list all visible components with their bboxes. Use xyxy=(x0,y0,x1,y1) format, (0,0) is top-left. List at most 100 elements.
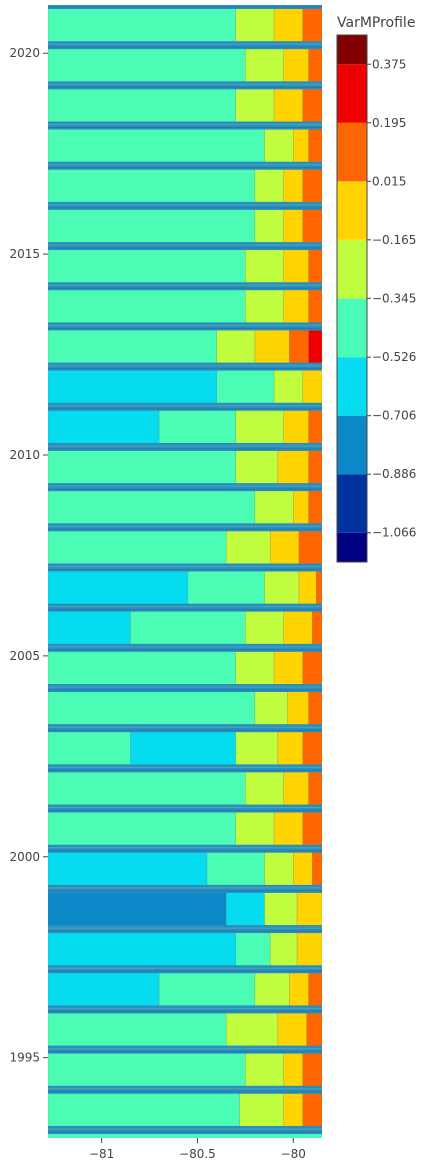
contour-region xyxy=(293,125,309,166)
y-axis: 1995 2000 2005 2010 2015 2020 xyxy=(9,46,48,1065)
contour-region xyxy=(225,527,271,568)
contour-region xyxy=(283,1049,304,1090)
colorbar-swatch xyxy=(337,181,367,240)
contour-region xyxy=(235,5,275,46)
colorbar-swatch xyxy=(337,239,367,299)
contour-region xyxy=(302,205,322,247)
gap-band xyxy=(48,242,322,251)
colorbar-swatch xyxy=(337,532,367,562)
contour-region xyxy=(206,848,265,890)
contour-region xyxy=(293,486,309,528)
gap-band xyxy=(48,442,322,451)
contour-region xyxy=(277,727,304,769)
y-tick-label: 1995 xyxy=(9,1051,40,1065)
colorbar-swatch xyxy=(337,298,367,358)
colorbar-swatch xyxy=(337,357,367,416)
contour-region xyxy=(254,486,294,528)
gap-band xyxy=(48,121,322,130)
contour-region xyxy=(289,326,309,367)
gap-band xyxy=(48,41,322,50)
contour-region xyxy=(308,406,322,448)
contour-region xyxy=(264,125,294,166)
contour-region xyxy=(277,446,309,488)
contour-region xyxy=(48,848,208,890)
contour-region xyxy=(187,567,265,608)
colorbar-tick-label: −0.526 xyxy=(372,350,416,364)
contour-region xyxy=(48,1049,246,1090)
contour-region xyxy=(273,647,304,689)
colorbar-tick-label: −1.066 xyxy=(372,526,416,540)
contour-region xyxy=(48,286,246,327)
contour-region xyxy=(283,44,309,86)
colorbar-swatch xyxy=(337,64,367,123)
contour-region xyxy=(48,446,236,488)
gap-band xyxy=(48,81,322,90)
contour-plot-area[interactable] xyxy=(48,1,322,1134)
contour-region xyxy=(235,647,275,689)
contour-region xyxy=(254,165,284,207)
contour-region xyxy=(283,245,309,287)
gap-band xyxy=(48,161,322,170)
colorbar-title: VarMProfile xyxy=(337,15,415,31)
gap-band xyxy=(48,884,322,893)
gap-band xyxy=(48,1045,322,1054)
contour-region xyxy=(48,326,217,367)
contour-region xyxy=(130,727,236,769)
contour-region xyxy=(308,768,322,809)
contour-region xyxy=(225,1009,279,1050)
x-tick-label: −80 xyxy=(281,1147,306,1161)
colorbar: VarMProfile 0.375 0.195 0.015 −0.165 −0.345 −… xyxy=(336,15,416,563)
y-tick-label: 2015 xyxy=(9,247,40,261)
contour-region xyxy=(235,727,279,769)
contour-region xyxy=(254,969,290,1010)
contour-region xyxy=(283,406,309,448)
contour-region xyxy=(48,245,246,287)
colorbar-tick-label: 0.015 xyxy=(372,174,406,188)
gap-band xyxy=(48,523,322,532)
contour-region xyxy=(308,44,322,86)
contour-region xyxy=(130,607,246,649)
contour-region xyxy=(216,366,275,407)
contour-region xyxy=(48,1009,227,1050)
contour-region xyxy=(287,687,309,729)
contour-region xyxy=(48,85,236,126)
colorbar-tick-label: −0.165 xyxy=(372,233,416,247)
colorbar-swatch xyxy=(337,474,367,533)
contour-region xyxy=(302,165,322,207)
contour-region xyxy=(308,326,322,367)
contour-region xyxy=(48,406,160,448)
contour-region xyxy=(48,808,236,849)
contour-region xyxy=(308,486,322,528)
x-tick-label: −81 xyxy=(89,1147,114,1161)
gap-band xyxy=(48,1085,322,1094)
y-tick-label: 2020 xyxy=(9,46,40,60)
contour-region xyxy=(302,727,322,769)
contour-region xyxy=(308,687,322,729)
contour-region xyxy=(239,1089,284,1131)
gap-band xyxy=(48,965,322,974)
contour-region xyxy=(245,44,284,86)
gap-band xyxy=(48,362,322,371)
contour-region xyxy=(306,1009,322,1050)
contour-region xyxy=(245,768,284,809)
contour-region xyxy=(302,808,322,849)
contour-region xyxy=(48,5,236,46)
colorbar-tick-label: −0.886 xyxy=(372,467,416,481)
colorbar-swatch xyxy=(337,35,367,65)
y-tick-label: 2000 xyxy=(9,850,40,864)
contour-region xyxy=(296,888,322,930)
gap-band xyxy=(48,925,322,934)
contour-region xyxy=(48,205,256,247)
contour-region xyxy=(245,245,284,287)
contour-region xyxy=(273,808,304,849)
contour-region xyxy=(283,768,309,809)
contour-region xyxy=(312,848,322,890)
contour-region xyxy=(283,286,309,327)
contour-region xyxy=(254,326,290,367)
contour-region xyxy=(302,1049,322,1090)
colorbar-tick-label: 0.375 xyxy=(372,57,406,71)
contour-region xyxy=(235,808,275,849)
gap-band xyxy=(48,563,322,572)
contour-region xyxy=(308,969,322,1010)
contour-region xyxy=(235,406,284,448)
